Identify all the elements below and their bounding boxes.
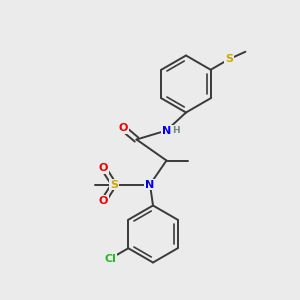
Text: S: S xyxy=(110,179,118,190)
Text: N: N xyxy=(146,179,154,190)
Text: H: H xyxy=(172,126,179,135)
Text: O: O xyxy=(99,196,108,206)
Text: N: N xyxy=(162,125,171,136)
Text: S: S xyxy=(225,54,233,64)
Text: O: O xyxy=(118,123,128,133)
Text: Cl: Cl xyxy=(104,254,116,264)
Text: O: O xyxy=(99,163,108,173)
